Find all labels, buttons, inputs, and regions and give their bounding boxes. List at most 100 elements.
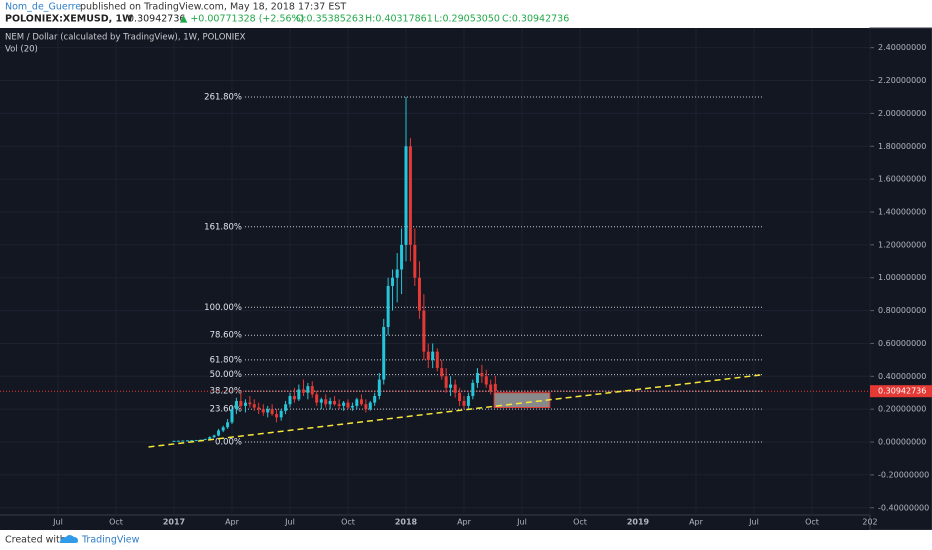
y-tick-label: 2.00000000 [878,109,926,118]
candle-body [493,383,497,392]
fib-label: 78.60% [210,331,242,341]
footer-brand[interactable]: TradingView [81,535,140,546]
last-price-tag [870,385,932,398]
y-tick-label: 1.40000000 [878,207,926,216]
candle-body [368,402,372,410]
candle-body [190,440,194,442]
chart-bg [0,28,932,530]
x-tick-label: Apr [457,518,472,527]
candle-body [413,244,417,278]
candle-body [297,389,301,400]
candle-body [257,407,261,410]
fib-label: 23.60% [210,405,242,415]
candle-body [328,400,332,405]
candle-body [435,351,439,369]
candle-body [181,440,185,442]
candle-body [453,384,457,393]
candle-body [230,409,234,423]
candle-body [462,400,466,406]
y-tick-label: 0.80000000 [878,306,926,315]
price-axis [869,27,932,531]
x-tick-label: Jul [52,518,63,527]
fib-label: 161.80% [204,222,242,232]
y-tick-label: 2.40000000 [878,43,926,52]
candle-body [422,310,426,352]
fib-label: 61.80% [210,355,242,365]
fib-label: 261.80% [204,92,242,102]
candle-body [243,402,247,406]
candle-body [364,404,368,410]
x-tick-label: Oct [109,518,123,527]
candle-body [400,244,404,270]
fib-label: 50.00% [210,370,242,380]
candle-body [261,409,265,413]
x-tick-label: Oct [573,518,587,527]
chart-title: NEM / Dollar (calculated by TradingView)… [5,33,246,43]
high: H:0.40317861 [365,14,433,25]
last-price-label: 0.30942736 [878,387,926,396]
candle-body [417,277,421,311]
open: O:0.35385263 [296,14,364,25]
fib-label: 0.00% [215,438,242,448]
x-tick-label: 2017 [163,518,185,527]
y-tick-label: 0.60000000 [878,339,926,348]
x-tick-label: Jul [748,518,759,527]
candle-body [359,399,363,405]
candle-body [324,399,328,405]
published: published on TradingView.com, May 18, 20… [80,2,346,13]
candle-body [475,373,479,383]
change: ▲ +0.00771328 (+2.56%) [180,14,304,25]
logo [60,535,78,543]
candle-body [221,427,225,431]
candle-body [466,396,470,406]
candle-body [306,386,310,393]
candle-body [355,399,359,406]
candle-body [270,409,274,415]
candle-body [203,438,207,440]
candle-body [440,368,444,377]
candle-body [275,414,279,418]
x-tick-label: Oct [341,518,355,527]
last: 0.30942736 [128,14,185,25]
candle-body [350,405,354,408]
candle-body [217,430,221,436]
x-tick-label: 2019 [627,518,650,527]
candle-body [172,440,176,442]
y-tick-label: 0.40000000 [878,372,926,381]
y-tick-label: 0.00000000 [878,438,926,447]
close: C:0.30942736 [502,14,569,25]
x-tick-label: Apr [689,518,704,527]
low: L:0.29053050 [434,14,500,25]
candle-body [391,277,395,286]
y-tick-label: 1.00000000 [878,273,926,282]
candle-body [208,437,212,439]
candle-body [315,394,319,403]
x-tick-label: Jul [284,518,295,527]
candle-body [185,440,189,442]
candle-body [176,440,180,442]
candle-body [266,409,270,413]
symbol: POLONIEX:XEMUSD, 1W [5,14,133,25]
y-tick-label: 1.80000000 [878,142,926,151]
candle-body [458,392,462,401]
candle-body [444,376,448,388]
candle-body [226,422,230,428]
author[interactable]: Nom_de_Guerre [5,2,81,13]
candle-body [395,269,399,278]
candle-body [489,384,493,392]
candle-body [248,402,252,405]
candle-body [346,402,350,408]
y-tick-label: 1.60000000 [878,175,926,184]
candle-body [279,410,283,418]
candle-body [342,402,346,406]
header-bg [0,0,932,28]
candle-body [386,285,390,328]
candle-body [288,396,292,405]
candle-body [252,404,256,408]
candle-body [480,373,484,377]
y-tick-label: 2.20000000 [878,76,926,85]
x-tick-label: Jul [516,518,527,527]
candle-body [337,404,341,406]
y-tick-label: 0.20000000 [878,405,926,414]
